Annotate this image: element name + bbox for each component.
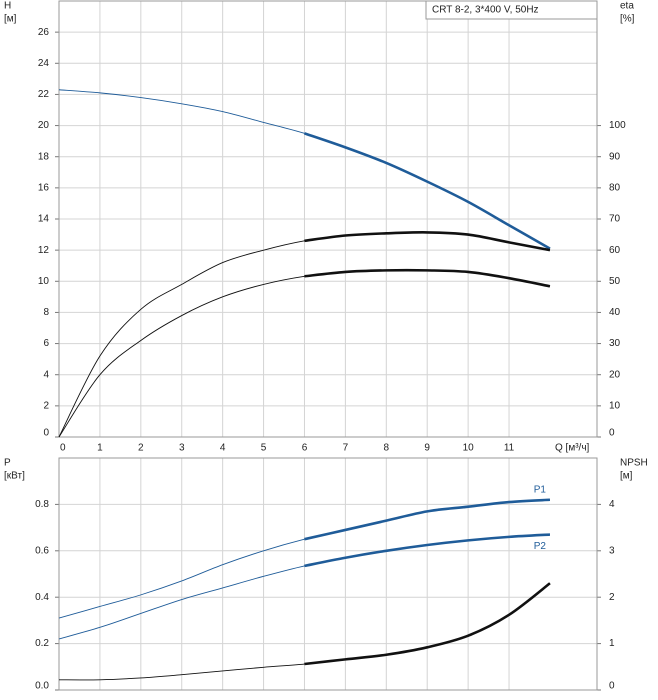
y2-axis-label: eta (620, 1, 634, 12)
y-tick-label: 14 (38, 214, 50, 225)
curve-duty (304, 132, 551, 250)
x-tick-label: 2 (138, 443, 144, 454)
y-tick-label: 10 (38, 276, 50, 287)
y2-tick-label: 3 (609, 545, 615, 556)
y2-tick-label: 1 (609, 638, 615, 649)
x-tick-label: 1 (97, 443, 103, 454)
y-tick-label: 8 (43, 307, 49, 318)
y-tick-label: 12 (38, 245, 50, 256)
y-tick-label: 0.8 (35, 499, 49, 510)
x-tick-label: 8 (384, 443, 390, 454)
y2-tick-label: 80 (609, 182, 621, 193)
x-tick-label: 9 (424, 443, 430, 454)
curve-duty (304, 268, 551, 288)
plot-frame (58, 457, 598, 691)
y-tick-label: 0.0 (35, 681, 49, 692)
x-tick-label: 7 (343, 443, 349, 454)
y-tick-label: 4 (43, 369, 49, 380)
y-axis-unit: [м] (4, 14, 17, 25)
y-tick-label: 26 (38, 27, 50, 38)
y-tick-label: 0.6 (35, 545, 49, 556)
y2-tick-label: 30 (609, 338, 621, 349)
y-tick-label: 20 (38, 120, 50, 131)
y2-tick-label: 90 (609, 151, 621, 162)
y-tick-label: 22 (38, 89, 50, 100)
x-tick-label: 5 (261, 443, 267, 454)
series-label: P1 (534, 484, 547, 495)
curve-duty (304, 498, 551, 541)
x-tick-label: 10 (463, 443, 475, 454)
y-axis-unit: [кВт] (4, 471, 25, 482)
y-axis-label: H (4, 1, 11, 12)
legend-text: CRT 8-2, 3*400 V, 50Hz (432, 5, 539, 16)
x-tick-label: 6 (302, 443, 308, 454)
y2-tick-label: 100 (609, 120, 626, 131)
y2-tick-label: 50 (609, 276, 621, 287)
x-tick-label: 4 (220, 443, 226, 454)
y-tick-label: 0 (43, 428, 49, 439)
y2-axis-unit: [м] (620, 471, 633, 482)
y-tick-label: 24 (38, 58, 50, 69)
y-tick-label: 2 (43, 400, 49, 411)
y2-tick-label: 40 (609, 307, 621, 318)
y-tick-label: 0.4 (35, 592, 49, 603)
y-axis-label: P (4, 458, 11, 469)
series-label: P2 (534, 541, 547, 552)
y2-tick-label: 60 (609, 245, 621, 256)
y2-tick-label: 20 (609, 369, 621, 380)
curve-duty (304, 231, 551, 252)
y2-axis-unit: [%] (620, 14, 635, 25)
x-axis-label: Q [м³/ч] (555, 443, 590, 454)
y-tick-label: 16 (38, 182, 50, 193)
x-tick-label: 11 (504, 443, 515, 454)
y2-axis-label: NPSH (620, 458, 648, 469)
plot-frame (58, 0, 598, 438)
y-tick-label: 6 (43, 338, 49, 349)
y2-tick-label: 4 (609, 499, 615, 510)
y-tick-label: 0.2 (35, 638, 49, 649)
legend-box (425, 0, 598, 20)
curve-duty (304, 533, 551, 568)
y2-tick-label: 70 (609, 214, 621, 225)
x-tick-label: 0 (60, 443, 66, 454)
y2-tick-label: 0 (609, 428, 615, 439)
x-tick-label: 3 (179, 443, 185, 454)
curve-duty (304, 582, 551, 666)
y2-tick-label: 0 (609, 681, 615, 692)
y2-tick-label: 2 (609, 592, 615, 603)
y2-tick-label: 10 (609, 400, 621, 411)
y-tick-label: 18 (38, 151, 50, 162)
